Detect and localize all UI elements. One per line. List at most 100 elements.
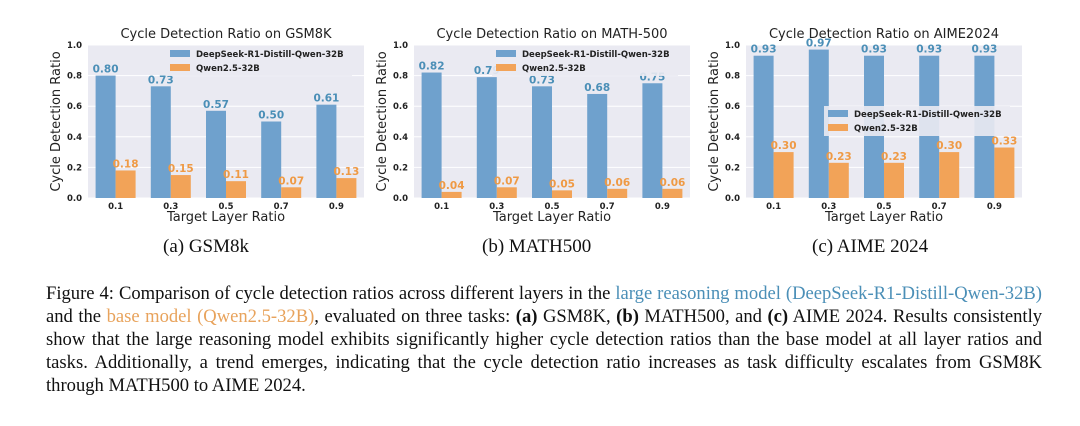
chart2-legend-swatch-qwen [496,64,516,71]
chart2-ytick-label: 0.0 [393,194,408,204]
chart2-ytick-label: 0.8 [393,72,408,82]
chart1-data-label-qwen: 0.18 [113,158,139,170]
chart3-data-label-deepseek: 0.93 [971,44,997,56]
chart2-xtick-label: 0.7 [600,202,615,212]
chart3-ytick-label: 0.0 [725,194,740,204]
chart1-data-label-qwen: 0.13 [333,166,359,178]
chart3-ytick-label: 0.4 [725,133,740,143]
chart3-legend-swatch-qwen [828,124,848,131]
chart2-bar-qwen [607,188,628,198]
chart1-bar-qwen [281,187,302,198]
chart2-data-label-qwen: 0.05 [549,178,575,190]
chart1-ytick-label: 0.2 [67,163,82,173]
chart2-data-label-deepseek: 0.68 [584,82,610,94]
figure-caption: Figure 4: Comparison of cycle detection … [46,282,1042,397]
chart1-xtick-label: 0.5 [218,202,233,212]
chart2-bar-qwen [662,188,683,198]
chart1-legend-label-deepseek: DeepSeek-R1-Distill-Qwen-32B [196,50,344,60]
chart1-legend-swatch-qwen [170,64,190,71]
chart2-bar-deepseek [587,93,608,198]
chart1-ytick-label: 0.8 [67,72,82,82]
chart2-xtick-label: 0.1 [434,202,449,212]
caption-a-label: (a) [515,306,538,327]
chart3-data-label-qwen: 0.23 [826,151,852,163]
chart1-bar-deepseek [316,104,337,198]
caption-base-model: base model (Qwen2.5-32B) [106,306,315,327]
caption-b-text: MATH500, and [638,306,768,327]
chart2-bar-deepseek [421,72,442,198]
chart2-ytick-label: 1.0 [393,41,408,51]
chart1-ytick-label: 0.4 [67,133,82,143]
chart2-bar-qwen [496,187,517,198]
caption-c-text: AIME 2024. Results consistently show tha… [46,306,1043,396]
chart2-bar-qwen [441,191,462,198]
chart2-legend-box [492,46,678,76]
chart3-xlabel: Target Layer Ratio [824,210,943,225]
caption-mid2: , evaluated on three tasks: [314,306,516,327]
chart1-data-label-deepseek: 0.50 [258,110,284,122]
chart2-data-label-qwen: 0.06 [604,177,630,189]
chart2-data-label-deepseek: 0.73 [529,74,555,86]
chart2-xtick-label: 0.9 [655,202,670,212]
chart2-title: Cycle Detection Ratio on MATH-500 [436,27,667,42]
chart2-bar-qwen [552,190,572,198]
chart3-data-label-qwen: 0.30 [936,140,962,152]
chart3-xtick-label: 0.3 [821,202,836,212]
chart1-bar-qwen [115,170,136,198]
chart1-data-label-qwen: 0.15 [168,163,194,175]
chart1-legend-label-qwen: Qwen2.5-32B [196,64,260,74]
chart3-data-label-deepseek: 0.93 [861,44,887,56]
chart2-data-label-qwen: 0.04 [439,180,465,192]
chart3-bar-qwen [773,152,794,198]
chart1-bar-deepseek [150,86,171,198]
chart2-ylabel: Cycle Detection Ratio [375,51,390,191]
chart2-ytick-label: 0.6 [393,102,408,112]
chart1-bar-deepseek [261,121,282,198]
chart3-bar-qwen [994,147,1015,198]
chart1-xlabel: Target Layer Ratio [166,210,285,225]
chart1-data-label-deepseek: 0.80 [93,64,119,76]
chart3-legend-box [824,106,1010,136]
chart1-ylabel: Cycle Detection Ratio [49,51,64,191]
chart1-bar-qwen [226,181,246,198]
caption-b-label: (b) [616,306,639,327]
chart3-xtick-label: 0.7 [932,202,947,212]
chart3-data-label-deepseek: 0.93 [916,44,942,56]
caption-mid1: and the [46,306,107,327]
chart1-bar-qwen [170,175,191,198]
chart3-ytick-label: 1.0 [725,41,740,51]
chart2-legend-swatch-deepseek [496,50,516,57]
chart3-ytick-label: 0.8 [725,72,740,82]
chart3-ytick-label: 0.2 [725,163,740,173]
chart1-xtick-label: 0.1 [108,202,123,212]
chart2-ytick-label: 0.4 [393,133,408,143]
chart3-xtick-label: 0.5 [876,202,891,212]
chart2-data-label-qwen: 0.07 [494,175,520,187]
chart3-data-label-deepseek: 0.93 [751,44,777,56]
chart3-ytick-label: 0.6 [725,102,740,112]
chart2-bar-deepseek [532,86,552,198]
subcaption-b: (b) MATH500 [482,236,592,257]
chart1-legend-swatch-deepseek [170,50,190,57]
chart1-xtick-label: 0.3 [163,202,178,212]
chart1-data-label-deepseek: 0.61 [313,93,339,105]
caption-large-model: large reasoning model (DeepSeek-R1-Disti… [615,283,1042,304]
chart3-ylabel: Cycle Detection Ratio [707,51,722,191]
chart2-data-label-deepseek: 0.82 [419,61,445,73]
subcaption-c: (c) AIME 2024 [812,236,929,257]
chart3-legend-label-qwen: Qwen2.5-32B [854,124,918,134]
caption-prefix: Figure 4: Comparison of cycle detection … [46,283,616,304]
chart3-data-label-qwen: 0.30 [771,140,797,152]
chart2-bar-deepseek [642,83,663,198]
figure-charts: 0.0 0.2 0.4 0.6 0.8 1.0 0.1 0.80 0.18 0.3 0.73 0.15… [49,27,1022,225]
chart1-data-label-deepseek: 0.73 [148,74,174,86]
chart3-title: Cycle Detection Ratio on AIME2024 [769,27,999,42]
chart2-data-label-qwen: 0.06 [659,177,685,189]
caption-c-label: (c) [767,306,789,327]
chart3-bar-deepseek [808,49,829,199]
caption-a-text: GSM8K, [537,306,617,327]
chart1-xtick-label: 0.9 [329,202,344,212]
chart1-data-label-qwen: 0.11 [223,169,249,181]
chart3-bar-qwen [884,162,904,198]
chart3-data-label-qwen: 0.33 [991,136,1017,148]
